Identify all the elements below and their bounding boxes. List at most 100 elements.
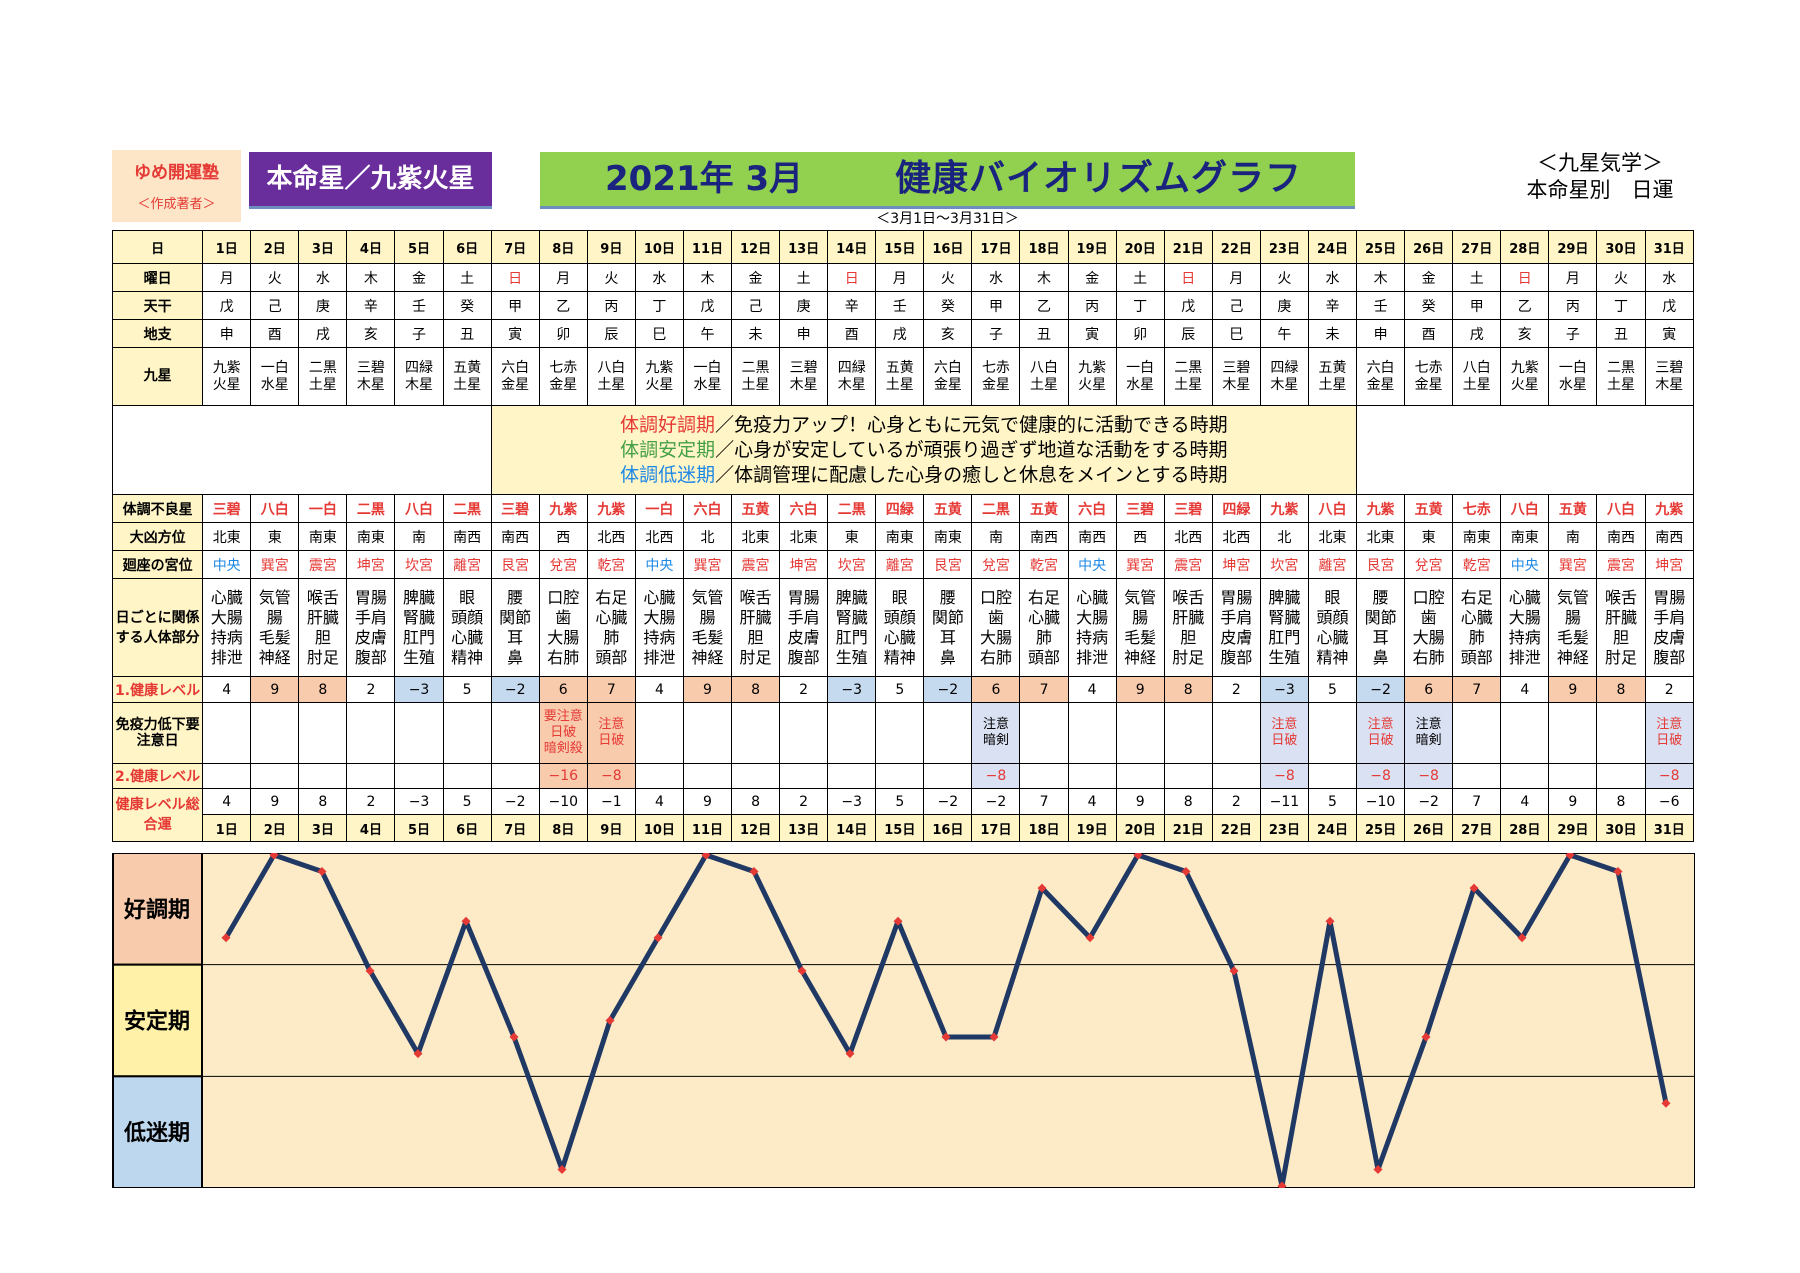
chishi-cell: 未 (731, 319, 781, 348)
level2-cell (827, 763, 877, 789)
weekday-cell: 金 (1404, 263, 1454, 292)
year-month: 2021年 3月 (605, 159, 804, 199)
level2-cell (1211, 763, 1261, 789)
data-point (1469, 883, 1479, 893)
total-cell: 2 (346, 788, 396, 815)
body-cell-line: 大腸 (1412, 627, 1445, 647)
day-cell: 24日 (1307, 230, 1358, 264)
kyusei-cell-line: 五黄 (453, 359, 482, 376)
weekday-cell: 金 (1067, 263, 1117, 292)
kyusei-cell-line: 八白 (597, 359, 626, 376)
chishi-cell: 酉 (827, 319, 877, 348)
level1-cell: 5 (1307, 676, 1358, 703)
data-point (941, 1032, 951, 1042)
day-cell: 17日 (971, 814, 1021, 842)
body-cell-line: 気管 (258, 587, 291, 607)
level1-cell: 2 (779, 676, 829, 703)
kyusei-cell: 六白 金星 (923, 347, 973, 406)
total-cell: −1 (586, 788, 636, 815)
body-cell: 眼頭顔 心臓 精神 (1307, 578, 1358, 677)
kyusei-cell: 五黄 土星 (1307, 347, 1358, 406)
immune-cell (490, 702, 540, 764)
kaiza-cell: 中央 (202, 550, 252, 579)
day-cell: 19日 (1067, 230, 1117, 264)
fucho-cell: 九紫 (1259, 494, 1309, 523)
day-cell: 26日 (1404, 230, 1454, 264)
body-cell-line: 手肩 (354, 607, 387, 627)
chishi-cell: 子 (971, 319, 1021, 348)
kyusei-cell: 九紫 火星 (634, 347, 684, 406)
kyusei-cell: 九紫 火星 (1500, 347, 1550, 406)
immune-cell: 注意 暗剣 (1404, 702, 1454, 764)
kyusei-cell-line: 三碧 (1222, 359, 1251, 376)
daikyo-cell: 東 (1404, 522, 1454, 551)
kyusei-cell: 三碧 木星 (1211, 347, 1261, 406)
level2-cell: −8 (1644, 763, 1694, 789)
data-point (557, 1164, 567, 1174)
total-cell: 5 (875, 788, 925, 815)
level2-cell: −8 (971, 763, 1021, 789)
data-point (653, 933, 663, 943)
header-right: ＜九星気学＞ 本命星別 日運 (1500, 150, 1700, 204)
body-cell-line: 胃腸 (354, 587, 387, 607)
zone-label-box (112, 963, 203, 1078)
body-cell-line: 腎臓 (835, 607, 868, 627)
fucho-cell: 九紫 (1356, 494, 1406, 523)
day-cell: 3日 (298, 814, 348, 842)
zone-label-low: 低迷期 (123, 1121, 190, 1146)
body-cell-line: 頭部 (595, 647, 628, 667)
body-cell: 胃腸 手肩 皮膚 腹部 (779, 578, 829, 677)
fucho-cell: 六白 (779, 494, 829, 523)
fucho-cell: 九紫 (586, 494, 636, 523)
day-cell: 8日 (538, 230, 588, 264)
body-cell: 喉舌 肝臓胆肘足 (298, 578, 348, 677)
day-cell: 14日 (827, 230, 877, 264)
chishi-cell: 戌 (298, 319, 348, 348)
kyusei-cell-line: 五黄 (885, 359, 914, 376)
data-point (317, 867, 327, 877)
total-cell: −2 (923, 788, 973, 815)
kyusei-cell: 二黒 土星 (1596, 347, 1646, 406)
kyusei-cell: 九紫 火星 (202, 347, 252, 406)
tenkan-cell: 甲 (1452, 291, 1502, 320)
level1-cell: −3 (827, 676, 877, 703)
day-cell: 29日 (1548, 814, 1598, 842)
total-cell: −10 (538, 788, 588, 815)
tenkan-cell: 甲 (971, 291, 1021, 320)
fucho-cell: 五黄 (1548, 494, 1598, 523)
immune-cell-line: 注意 (1415, 717, 1442, 732)
day-cell: 13日 (779, 814, 829, 842)
body-cell-line: 腹部 (1653, 647, 1686, 667)
body-cell-line: 神経 (691, 647, 724, 667)
immune-cell (298, 702, 348, 764)
fucho-cell: 二黒 (971, 494, 1021, 523)
total-cell: −3 (394, 788, 444, 815)
body-cell-line: 脾臓 (1268, 587, 1301, 607)
body-cell-line: 精神 (451, 647, 484, 667)
body-cell-line: 右足 (595, 587, 628, 607)
kyusei-cell-line: 九紫 (212, 359, 241, 376)
level2-cell (731, 763, 781, 789)
body-cell-line: 肛門 (835, 627, 868, 647)
chishi-cell: 辰 (586, 319, 636, 348)
total-cell: 7 (1019, 788, 1069, 815)
weekday-cell: 日 (827, 263, 877, 292)
tenkan-cell: 丁 (1115, 291, 1165, 320)
day-cell: 27日 (1452, 814, 1502, 842)
body-cell-line: 心臓 (1076, 587, 1109, 607)
body-cell-line: 鼻 (1372, 647, 1389, 667)
day-cell: 28日 (1500, 230, 1550, 264)
data-point (461, 916, 471, 926)
total-cell: 5 (1307, 788, 1358, 815)
data-point (1277, 1181, 1287, 1188)
immune-cell-line: 注意 (1271, 717, 1298, 732)
day-cell: 1日 (202, 814, 252, 842)
zone-label-stable: 安定期 (124, 1009, 190, 1035)
day-cell: 29日 (1548, 230, 1598, 264)
biorhythm-table: 日 1日 2日 3日 4日 5日 6日 7日 8日 9日 10日 11日 12日 13日 14日 15日 16日… (111, 230, 1694, 842)
body-cell: 腰関節耳鼻 (1356, 578, 1406, 677)
body-cell-line: 心臓 (1316, 627, 1349, 647)
weekday-row: 曜日月火水木金土日月火水木金土日月火水木金土日月火水木金土日月火水 (111, 263, 1694, 292)
day-cell: 11日 (682, 814, 733, 842)
total-cell: 7 (1452, 788, 1502, 815)
